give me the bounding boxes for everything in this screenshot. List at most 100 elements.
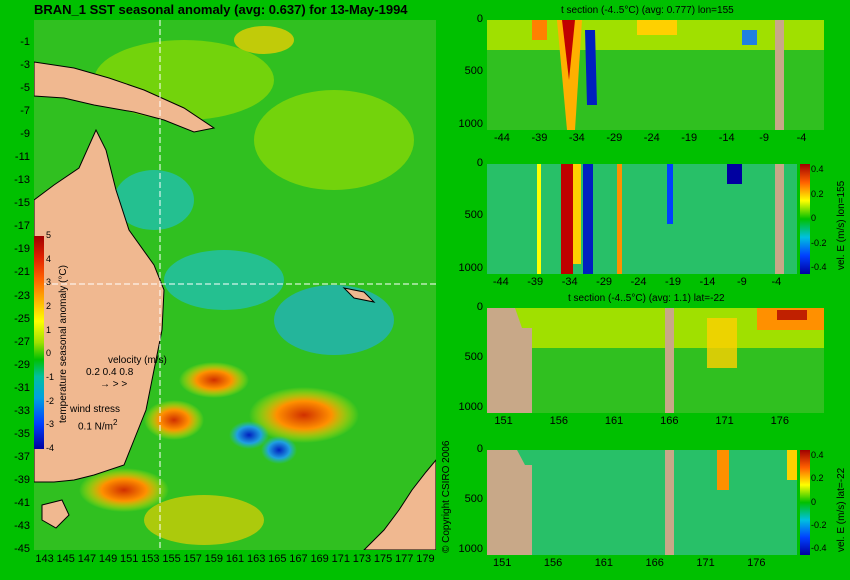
panel2-x-tick: -14 — [699, 276, 716, 288]
panel2-x-tick: -24 — [630, 276, 647, 288]
panel1-x-tick: -19 — [681, 132, 698, 144]
map-y-ticks: -1 -3 -5 -7 -9 -11 -13 -15 -17 -19 -21 -23 -25 -27 -29… — [0, 0, 34, 580]
map-y-tick-label: -21 — [14, 266, 30, 279]
map-colorbar-tick: 2 — [46, 301, 52, 311]
map-x-tick-label: 175 — [373, 553, 393, 565]
map-colorbar-tick: -3 — [46, 419, 55, 430]
map-y-tick-label: -23 — [14, 289, 30, 302]
map-x-tick-label: 159 — [204, 553, 223, 565]
map-x-tick-label: 167 — [289, 553, 308, 565]
panel4-x-tick: 176 — [747, 557, 766, 569]
map-y-tick-label: -1 — [20, 36, 30, 49]
panel4-plot — [487, 450, 797, 555]
map-x-tick-label: 171 — [331, 553, 350, 565]
panel3-plot — [487, 308, 824, 413]
panel2-x-tick: -29 — [596, 276, 613, 288]
map-colorbar-tick: -2 — [46, 395, 55, 406]
panel4-y-tick: 0 — [476, 443, 483, 455]
map-x-tick-label: 147 — [77, 553, 97, 565]
panel2-x-tick: -39 — [527, 276, 544, 288]
wind-label: wind stress — [70, 404, 121, 415]
map-x-tick-label: 143 — [35, 553, 54, 565]
velocity-legend: velocity (m/s) 0.2 0.4 0.8 → > > — [82, 355, 167, 391]
map-x-tick-label: 149 — [98, 553, 118, 565]
panel1-plot — [487, 20, 824, 130]
velocity-label: velocity (m/s) — [108, 355, 167, 366]
new-caledonia — [342, 287, 376, 303]
panel1-y-tick: 500 — [464, 65, 483, 78]
panel2-x-tick: -19 — [665, 276, 681, 288]
panel3-x-tick: 166 — [660, 415, 679, 427]
panel4-colorbar-label: vel. E (m/s) lat=-22 — [836, 467, 847, 552]
panel4-colorbar — [800, 450, 810, 555]
map-y-tick-label: -27 — [14, 335, 30, 348]
map-y-tick-label: -37 — [14, 450, 30, 463]
new-zealand — [363, 459, 436, 550]
map-x-tick-label: 145 — [56, 553, 75, 565]
panel2-colorbar-tick: 0.2 — [811, 188, 824, 199]
map-colorbar-tick: -1 — [46, 372, 55, 382]
panel1-x-tick: -44 — [494, 132, 510, 144]
map-y-tick-label: -13 — [14, 174, 30, 187]
panel1-x-tick: -29 — [606, 132, 623, 144]
map-x-tick-label: 179 — [416, 553, 435, 565]
panel3-y-tick: 0 — [476, 301, 483, 313]
map-x-tick-label: 173 — [352, 553, 372, 565]
map-x-tick-label: 169 — [310, 553, 329, 565]
map-y-tick-label: -35 — [14, 427, 30, 440]
panel3-x-tick: 156 — [549, 415, 568, 427]
panel4-x-tick: 151 — [493, 557, 512, 569]
wind-value: 0.1 N/m — [78, 421, 114, 433]
panel2-x-tick: -4 — [771, 276, 782, 288]
map-y-tick-label: -5 — [20, 82, 30, 95]
map-y-tick-label: -7 — [20, 105, 30, 118]
panel4-colorbar-tick: 0.2 — [811, 473, 824, 484]
map-x-tick-label: 161 — [225, 553, 245, 565]
panel2-x-tick: -9 — [736, 276, 747, 288]
panel2-colorbar-label: vel. E (m/s) lon=155 — [836, 180, 847, 270]
map-y-tick-label: -17 — [14, 220, 30, 233]
panel4-y-tick: 500 — [464, 493, 483, 505]
panel1-x-tick: -39 — [531, 132, 548, 144]
panel2-x-tick: -34 — [561, 276, 578, 288]
map-colorbar-tick: 4 — [46, 253, 52, 264]
panel4-x-tick: 161 — [594, 557, 614, 569]
map-y-tick-label: -25 — [14, 312, 30, 325]
land-masses — [34, 61, 436, 550]
panel2-plot — [487, 164, 797, 274]
map-y-tick-label: -9 — [20, 128, 30, 141]
map-y-tick-label: -43 — [14, 519, 30, 532]
panel2-colorbar-tick: -0.4 — [811, 262, 827, 272]
panel3-y-tick: 500 — [464, 351, 483, 363]
australia — [34, 128, 165, 483]
wind-legend: wind stress 0.1 N/m2 — [70, 403, 120, 433]
map-plot — [34, 20, 436, 550]
panel3-x-tick: 151 — [494, 415, 513, 427]
velocity-values: 0.2 0.4 0.8 — [86, 367, 134, 378]
panel4-colorbar-tick: 0.4 — [811, 450, 824, 460]
panel2-y-tick: 0 — [476, 157, 483, 169]
map-y-tick-label: -31 — [14, 381, 30, 394]
panel3-title: t section (-4..5°C) (avg: 1.1) lat=-22 — [568, 293, 725, 304]
panel2-x-tick: -44 — [492, 276, 509, 288]
anomaly-patches — [79, 26, 414, 545]
map-colorbar-tick: -4 — [46, 443, 55, 453]
panel1-y-tick: 0 — [476, 13, 483, 25]
velocity-arrows-icon: → > > — [100, 379, 128, 390]
map-colorbar-ticks: 5 4 3 2 1 0 -1 -2 -3 -4 — [46, 230, 66, 453]
map-title: BRAN_1 SST seasonal anomaly (avg: 0.637)… — [34, 2, 408, 17]
map-x-tick-label: 153 — [141, 553, 160, 565]
map-y-tick-label: -3 — [20, 59, 30, 72]
panel1-title: t section (-4..5°C) (avg: 0.777) lon=155 — [561, 5, 734, 16]
map-y-tick-label: -45 — [14, 543, 30, 555]
tasmania — [41, 499, 70, 529]
panel3-y-tick: 1000 — [458, 401, 483, 413]
map-x-tick-label: 165 — [268, 553, 287, 565]
map-colorbar-label: temperature seasonal anomaly (°C) — [58, 265, 69, 423]
map-x-tick-label: 151 — [120, 553, 139, 565]
panel4-x-tick: 166 — [645, 557, 664, 569]
panel4-colorbar-tick: -0.4 — [811, 543, 827, 553]
panel2-colorbar-tick: 0 — [811, 213, 817, 223]
panel4-y-tick: 1000 — [458, 543, 483, 555]
map-svg — [34, 20, 436, 550]
